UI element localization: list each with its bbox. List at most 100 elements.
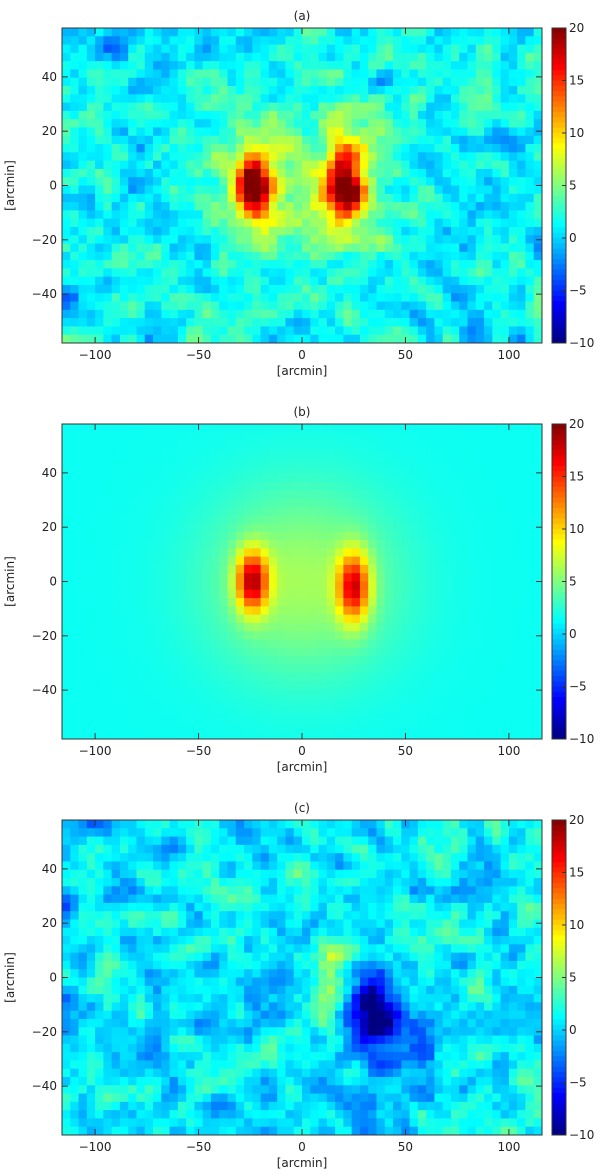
heatmap-cell bbox=[194, 836, 204, 846]
heatmap-cell bbox=[219, 714, 228, 723]
heatmap-cell bbox=[384, 119, 394, 128]
heatmap-cell bbox=[119, 44, 129, 54]
heatmap-cell bbox=[144, 432, 154, 441]
heatmap-cell bbox=[285, 251, 295, 261]
heatmap-cell bbox=[492, 705, 502, 715]
heatmap-cell bbox=[368, 540, 377, 549]
heatmap-cell bbox=[119, 28, 129, 37]
heatmap-cell bbox=[293, 160, 303, 170]
heatmap-cell bbox=[293, 523, 303, 533]
heatmap-cell bbox=[169, 177, 179, 186]
heatmap-cell bbox=[434, 334, 444, 344]
heatmap-cell bbox=[426, 448, 435, 458]
heatmap-cell bbox=[368, 168, 377, 178]
heatmap-cell bbox=[310, 260, 319, 269]
heatmap-cell bbox=[492, 482, 502, 491]
heatmap-cell bbox=[393, 61, 402, 70]
heatmap-cell bbox=[260, 260, 270, 269]
heatmap-cell bbox=[533, 564, 543, 574]
heatmap-cell bbox=[500, 606, 510, 616]
heatmap-cell bbox=[359, 689, 369, 698]
heatmap-cell bbox=[343, 326, 353, 336]
heatmap-cell bbox=[235, 714, 245, 723]
heatmap-cell bbox=[202, 606, 212, 616]
heatmap-cell bbox=[525, 680, 535, 690]
heatmap-cell bbox=[136, 218, 146, 228]
heatmap-cell bbox=[144, 52, 154, 62]
heatmap-cell bbox=[359, 268, 369, 278]
heatmap-cell bbox=[252, 540, 262, 549]
heatmap-cell bbox=[393, 235, 402, 244]
heatmap-cell bbox=[153, 622, 162, 632]
heatmap-cell bbox=[401, 318, 410, 327]
heatmap-cell bbox=[62, 564, 71, 574]
heatmap-cell bbox=[533, 844, 543, 854]
heatmap-cell bbox=[517, 235, 526, 244]
heatmap-cell bbox=[351, 531, 361, 541]
heatmap-cell bbox=[169, 689, 179, 698]
heatmap-cell bbox=[442, 135, 452, 145]
heatmap-cell bbox=[409, 697, 419, 707]
heatmap-cell bbox=[260, 284, 270, 294]
heatmap-cell bbox=[376, 160, 386, 170]
heatmap-cell bbox=[310, 540, 319, 549]
heatmap-cell bbox=[128, 540, 137, 549]
heatmap-cell bbox=[500, 318, 510, 327]
heatmap-cell bbox=[285, 193, 295, 203]
heatmap-cell bbox=[492, 326, 502, 336]
heatmap-cell bbox=[128, 656, 137, 665]
heatmap-cell bbox=[467, 606, 477, 616]
heatmap-cell bbox=[426, 440, 435, 450]
heatmap-cell bbox=[78, 326, 88, 336]
heatmap-cell bbox=[285, 318, 295, 327]
heatmap-cell bbox=[335, 490, 344, 500]
heatmap-cell bbox=[359, 714, 369, 723]
heatmap-cell bbox=[434, 490, 444, 500]
heatmap-cell bbox=[467, 69, 477, 79]
heatmap-cell bbox=[409, 144, 419, 153]
heatmap-cell bbox=[285, 424, 295, 433]
heatmap-cell bbox=[343, 836, 353, 846]
heatmap-cell bbox=[128, 680, 137, 690]
heatmap-cell bbox=[161, 102, 170, 112]
heatmap-cell bbox=[343, 260, 353, 269]
heatmap-cell bbox=[376, 573, 386, 582]
heatmap-cell bbox=[326, 664, 336, 674]
heatmap-cell bbox=[202, 36, 212, 45]
heatmap-cell bbox=[417, 680, 427, 690]
heatmap-cell bbox=[202, 119, 212, 128]
heatmap-cell bbox=[119, 168, 129, 178]
heatmap-cell bbox=[492, 168, 502, 178]
heatmap-cell bbox=[401, 119, 410, 128]
heatmap-cell bbox=[103, 581, 113, 591]
heatmap-cell bbox=[244, 515, 253, 524]
heatmap-cell bbox=[293, 540, 303, 549]
heatmap-cell bbox=[111, 432, 121, 441]
heatmap-cell bbox=[434, 531, 444, 541]
heatmap-cell bbox=[277, 309, 286, 319]
heatmap-cell bbox=[227, 152, 237, 162]
heatmap-cell bbox=[202, 210, 212, 220]
heatmap-cell bbox=[128, 498, 137, 508]
heatmap-cell bbox=[467, 722, 477, 732]
heatmap-cell bbox=[409, 861, 419, 871]
heatmap-cell bbox=[492, 127, 502, 137]
heatmap-cell bbox=[525, 168, 535, 178]
heatmap-cell bbox=[227, 177, 237, 186]
heatmap-cell bbox=[260, 152, 270, 162]
heatmap-cell bbox=[343, 218, 353, 228]
heatmap-cell bbox=[293, 697, 303, 707]
heatmap-cell bbox=[169, 309, 179, 319]
heatmap-cell bbox=[119, 284, 129, 294]
heatmap-cell bbox=[409, 515, 419, 524]
heatmap-cell bbox=[467, 664, 477, 674]
heatmap-cell bbox=[475, 556, 485, 566]
heatmap-cell bbox=[368, 564, 377, 574]
heatmap-cell bbox=[293, 482, 303, 491]
heatmap-cell bbox=[202, 457, 212, 466]
heatmap-cell bbox=[393, 268, 402, 278]
heatmap-cell bbox=[202, 218, 212, 228]
heatmap-cell bbox=[227, 606, 237, 616]
heatmap-cell bbox=[359, 119, 369, 128]
